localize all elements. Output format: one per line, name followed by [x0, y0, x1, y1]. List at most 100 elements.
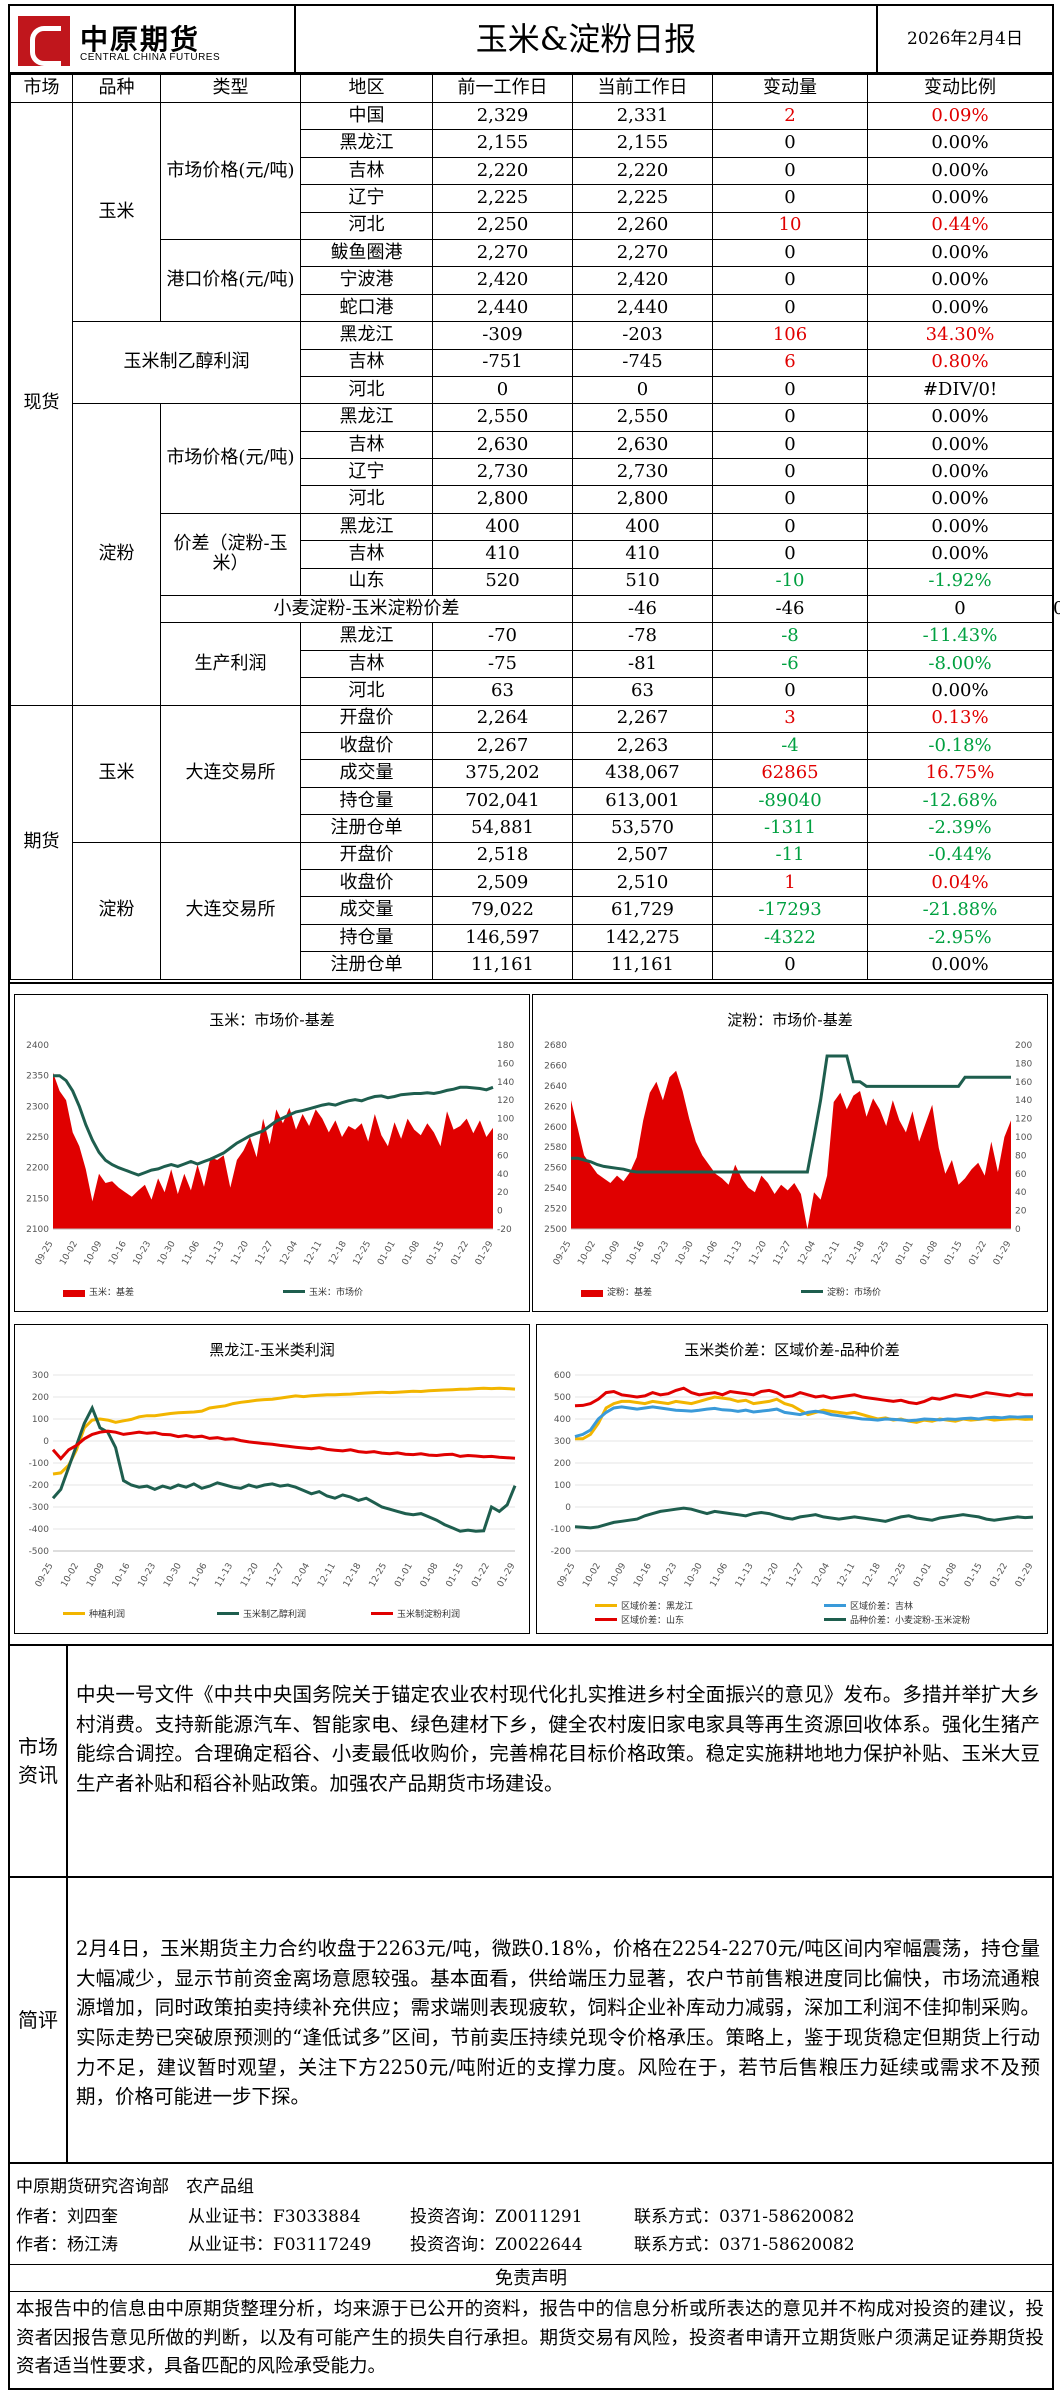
y2-tick-label: -20: [497, 1225, 512, 1235]
pct-cell: 34.30%: [867, 321, 1053, 350]
region-cell: 蛇口港: [300, 293, 433, 323]
pct-cell: 0.00%: [867, 951, 1053, 980]
col-header-change: 变动量: [712, 74, 868, 103]
line-series: [52, 1386, 516, 1476]
curr-value-cell: 2,730: [572, 458, 713, 487]
type-cell-dce: 大连交易所: [160, 704, 301, 843]
author-license: 从业证书：F03117249: [188, 2235, 372, 2255]
change-cell: 62865: [712, 759, 868, 788]
pct-cell: -0.44%: [867, 841, 1053, 870]
pct-cell: -21.88%: [867, 896, 1053, 925]
table-row: 黑龙江 2,155 2,155 0 0.00%: [11, 129, 1053, 158]
curr-value-cell: 142,275: [572, 923, 713, 953]
x-tick-label: 01-22: [967, 1240, 989, 1268]
region-cell: 吉林: [300, 348, 433, 377]
col-header-curr: 当前工作日: [572, 74, 713, 103]
x-tick-label: 11-27: [772, 1240, 794, 1268]
col-header-region: 地区: [300, 74, 433, 103]
y-tick-label: -400: [29, 1525, 50, 1535]
legend-label: 区域价差：山东: [621, 1614, 684, 1626]
x-tick-label: 12-04: [291, 1561, 313, 1589]
type-cell-market-price: 市场价格(元/吨): [160, 102, 301, 240]
y-tick-label: 2350: [26, 1072, 49, 1082]
legend-swatch: [283, 1290, 305, 1293]
region-cell: 成交量: [300, 759, 433, 788]
pct-cell: 0.00%: [867, 293, 1053, 323]
region-cell: 黑龙江: [300, 622, 433, 651]
change-cell: -10: [712, 567, 868, 597]
table-row: 价差（淀粉-玉米） 黑龙江 400 400 0 0.00%: [11, 512, 1053, 597]
x-tick-label: 11-06: [709, 1561, 731, 1589]
x-tick-label: 12-18: [861, 1561, 883, 1589]
curr-value-cell: 61,729: [572, 896, 713, 925]
x-tick-label: 01-01: [393, 1562, 415, 1590]
table-row: 吉林 2,630 2,630 0 0.00%: [11, 430, 1053, 460]
curr-value-cell: 2,220: [572, 156, 713, 186]
prev-value-cell: 2,509: [432, 868, 573, 898]
curr-value-cell: 2,155: [572, 129, 713, 158]
table-row: 期货 玉米 大连交易所 开盘价 2,264 2,267 3 0.13%: [10, 704, 1053, 980]
corn-spread-chart: 600 500 400 300 200 100 0 -100 -200 09-25 10-02 10-…: [536, 1324, 1048, 1634]
x-tick-label: 01-22: [470, 1562, 492, 1590]
curr-value-cell: 2,507: [572, 841, 713, 870]
y-tick-label: 2100: [26, 1225, 49, 1235]
x-tick-label: 01-15: [943, 1240, 965, 1268]
x-tick-label: 10-02: [581, 1562, 603, 1590]
type-cell-wheat-spread: 小麦淀粉-玉米淀粉价差: [160, 595, 573, 624]
x-tick-label: 10-30: [683, 1561, 705, 1589]
prev-value-cell: 0: [432, 375, 573, 405]
legend-swatch: [63, 1290, 85, 1297]
variety-cell-starch: 淀粉: [72, 403, 161, 706]
x-tick-label: 09-25: [552, 1240, 574, 1268]
y-tick-label: 200: [32, 1393, 49, 1403]
table-row: 收盘价 2,509 2,510 1 0.04%: [11, 868, 1053, 898]
change-cell: -11: [712, 841, 868, 870]
x-tick-label: 11-20: [239, 1561, 261, 1589]
y2-tick-label: 40: [497, 1170, 509, 1180]
pct-cell: -1.92%: [867, 567, 1053, 597]
legend-swatch: [595, 1618, 617, 1621]
prev-value-cell: 2,267: [432, 731, 573, 761]
x-tick-label: 01-01: [894, 1240, 916, 1268]
x-tick-label: 12-11: [303, 1240, 325, 1268]
legend-label: 品种价差：小麦淀粉-玉米淀粉: [850, 1614, 970, 1626]
curr-value-cell: 2,263: [572, 731, 713, 761]
curr-value-cell: -745: [572, 348, 713, 377]
change-cell: 10: [712, 211, 868, 240]
change-cell: 0: [712, 458, 868, 487]
x-tick-label: 10-30: [674, 1239, 696, 1267]
y2-tick-label: 0: [1015, 1225, 1021, 1235]
region-cell: 河北: [300, 677, 433, 706]
y2-tick-label: 180: [497, 1041, 514, 1051]
curr-value-cell: -81: [572, 649, 713, 679]
legend-swatch: [581, 1290, 603, 1297]
chart-title: 玉米类价差：区域价差-品种价差: [684, 1341, 900, 1359]
x-tick-label: 11-13: [214, 1562, 236, 1590]
y-tick-label: -200: [551, 1547, 572, 1557]
region-cell: 注册仓单: [300, 814, 433, 843]
col-header-market: 市场: [10, 74, 73, 103]
y2-tick-label: 140: [1015, 1096, 1032, 1106]
pct-cell: -2.95%: [867, 923, 1053, 953]
prev-value-cell: 2,730: [432, 458, 573, 487]
author-contact: 联系方式：0371-58620082: [634, 2207, 855, 2227]
x-tick-label: 01-29: [1014, 1561, 1036, 1589]
logo-en-text: CENTRAL CHINA FUTURES: [80, 52, 221, 63]
x-tick-label: 09-25: [34, 1240, 56, 1268]
table-row: 河北 0 0 0 #DIV/0!: [11, 375, 1053, 405]
line-series: [51, 1404, 517, 1533]
pct-cell: 0.00%: [867, 238, 1053, 268]
y2-tick-label: 200: [1015, 1041, 1032, 1051]
author-name: 作者：杨江涛: [16, 2235, 118, 2255]
disclaimer-title: 免责声明: [10, 2264, 1052, 2292]
table-row: 辽宁 2,225 2,225 0 0.00%: [11, 184, 1053, 213]
curr-value-cell: 400: [572, 512, 713, 542]
region-cell: 收盘价: [300, 868, 433, 898]
prev-value-cell: 54,881: [432, 814, 573, 843]
y-tick-label: 2560: [544, 1164, 567, 1174]
y-tick-label: 500: [554, 1393, 571, 1403]
prev-value-cell: 2,550: [432, 403, 573, 432]
table-row: 成交量 375,202 438,067 62865 16.75%: [11, 759, 1053, 788]
col-header-prev: 前一工作日: [432, 74, 573, 103]
y2-tick-label: 160: [1015, 1078, 1032, 1088]
